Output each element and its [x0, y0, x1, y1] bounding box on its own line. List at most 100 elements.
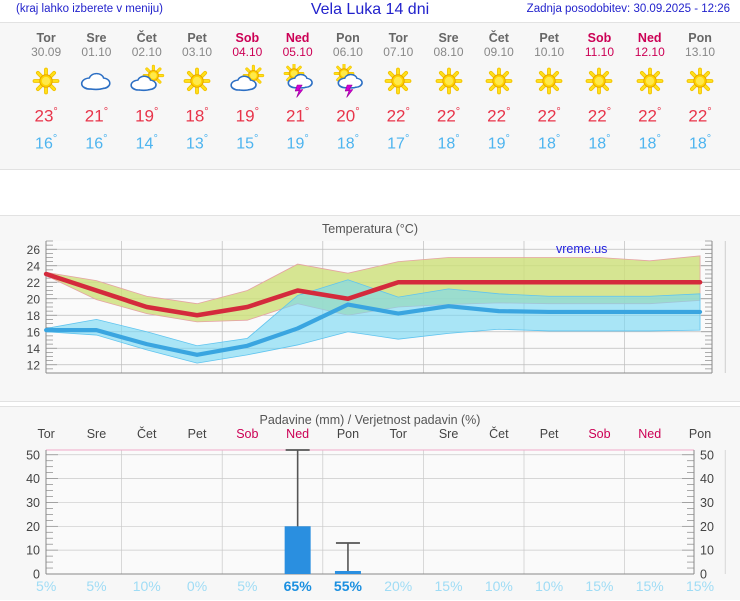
sun-storm-icon	[333, 64, 363, 98]
precip-day-label: Ned	[638, 427, 662, 441]
precip-day-label: Sre	[86, 427, 107, 441]
svg-text:30: 30	[26, 496, 40, 510]
sun-icon	[586, 67, 613, 95]
precip-probability-label: 15%	[434, 578, 463, 594]
watermark-label: vreme.us	[556, 242, 608, 256]
min-temperature: 18°	[638, 132, 661, 152]
forecast-day-column[interactable]: Čet 09.10 22° 19°	[474, 23, 524, 171]
min-temperature: 18°	[538, 132, 561, 152]
precipitation-chart-title: Padavine (mm) / Verjetnost padavin (%)	[259, 413, 481, 427]
day-date: 07.10	[383, 45, 414, 59]
weather-icon-wrap	[474, 61, 524, 101]
forecast-day-column[interactable]: Tor 07.10 22° 17°	[373, 23, 423, 171]
precip-day-label: Tor	[389, 427, 407, 441]
weather-icon-wrap	[273, 61, 323, 101]
precip-probability-label: 15%	[686, 578, 715, 594]
weather-icon-wrap	[524, 61, 574, 101]
precip-probability-label: 5%	[36, 578, 57, 594]
day-name: Pon	[336, 31, 360, 45]
day-name: Čet	[488, 31, 509, 45]
max-temperature: 21°	[285, 106, 310, 126]
precip-probability-label: 5%	[237, 578, 258, 594]
precip-probability-label: 15%	[635, 578, 664, 594]
day-name: Sob	[587, 31, 612, 45]
page-title: Vela Luka 14 dni	[310, 1, 430, 18]
day-date: 30.09	[31, 45, 62, 59]
forecast-day-column[interactable]: Čet 02.10 19° 14°	[122, 23, 172, 171]
svg-text:16: 16	[27, 325, 41, 339]
forecast-day-column[interactable]: Ned 12.10 22° 18°	[625, 23, 675, 171]
sun-icon	[485, 67, 513, 95]
day-date: 10.10	[534, 45, 565, 59]
sun-icon	[435, 67, 462, 95]
forecast-day-column[interactable]: Pet 10.10 22° 18°	[524, 23, 574, 171]
weather-icon-wrap	[423, 61, 473, 101]
max-temperature: 22°	[487, 106, 511, 126]
forecast-day-column[interactable]: Pon 06.10 20° 18°	[323, 23, 373, 171]
sun-cloud-icon	[130, 64, 164, 92]
min-temperature: 18°	[336, 132, 360, 152]
max-temperature: 20°	[336, 106, 360, 126]
svg-text:26: 26	[27, 243, 41, 257]
svg-text:50: 50	[700, 448, 714, 462]
svg-text:20: 20	[26, 520, 40, 534]
sun-icon	[384, 67, 412, 95]
precipitation-chart-panel: Padavine (mm) / Verjetnost padavin (%) 0…	[0, 406, 740, 600]
weather-icon-wrap	[122, 61, 172, 101]
max-temperature: 21°	[84, 106, 109, 126]
cloud-icon	[81, 72, 112, 91]
day-date: 12.10	[634, 45, 665, 59]
sun-icon	[535, 67, 563, 95]
precip-probability-label: 10%	[484, 578, 513, 594]
svg-text:20: 20	[700, 520, 714, 534]
precip-probability-label: 65%	[283, 578, 312, 594]
min-temperature: 18°	[437, 132, 460, 152]
temperature-chart-panel: Temperatura (°C) 12 14 16 18 20 22 24 26	[0, 215, 740, 402]
day-name: Ned	[637, 31, 662, 45]
sun-cloud-icon	[230, 64, 265, 92]
precip-probability-label: 55%	[333, 578, 362, 594]
max-temperature: 22°	[587, 106, 612, 126]
forecast-day-column[interactable]: Sre 01.10 21° 16°	[71, 23, 121, 171]
sun-storm-icon	[283, 64, 313, 98]
min-temperature: 16°	[85, 132, 108, 152]
day-date: 04.10	[232, 45, 263, 59]
day-date: 02.10	[131, 45, 162, 59]
min-temperature: 19°	[286, 132, 309, 152]
min-temperature: 19°	[487, 132, 510, 152]
day-date: 11.10	[584, 45, 615, 59]
forecast-day-strip: Tor 30.09 23° 16° Sre 01.10 21° 16° Čet 02.10 19…	[0, 22, 740, 170]
precip-day-label: Čet	[489, 427, 509, 441]
precip-day-label: Pet	[539, 427, 559, 441]
forecast-day-column[interactable]: Ned 05.10 21° 19°	[273, 23, 323, 171]
weather-icon-wrap	[373, 61, 423, 101]
svg-text:10: 10	[700, 544, 714, 558]
forecast-day-column[interactable]: Sob 04.10 19° 15°	[222, 23, 272, 171]
precip-day-label: Čet	[137, 427, 157, 441]
max-temperature: 18°	[185, 106, 209, 126]
day-name: Tor	[36, 31, 56, 45]
weather-icon-wrap	[675, 61, 725, 101]
svg-text:24: 24	[27, 259, 41, 273]
precip-day-label: Pet	[187, 427, 207, 441]
svg-text:12: 12	[27, 358, 41, 372]
forecast-day-column[interactable]: Sob 11.10 22° 18°	[574, 23, 624, 171]
forecast-day-column[interactable]: Pon 13.10 22° 18°	[675, 23, 725, 171]
forecast-day-column[interactable]: Pet 03.10 18° 13°	[172, 23, 222, 171]
last-updated-text: Zadnja posodobitev: 30.09.2025 - 12:26	[526, 3, 730, 15]
min-temperature: 18°	[688, 132, 712, 152]
day-name: Pet	[187, 31, 207, 45]
precipitation-plot: 0 0 10 10 20 20 30 30 40 40 50 50	[26, 448, 726, 582]
min-temperature: 17°	[387, 132, 410, 152]
forecast-day-column[interactable]: Sre 08.10 22° 18°	[423, 23, 473, 171]
day-name: Pet	[539, 31, 559, 45]
max-temperature: 22°	[688, 106, 712, 126]
day-name: Pon	[688, 31, 712, 45]
day-name: Sre	[86, 31, 107, 45]
max-temperature: 22°	[638, 106, 662, 126]
top-bar: (kraj lahko izberete v meniju) Vela Luka…	[0, 0, 740, 22]
min-temperature: 13°	[185, 132, 209, 152]
temperature-plot: 12 14 16 18 20 22 24 26	[27, 240, 726, 374]
svg-text:0: 0	[33, 568, 40, 582]
forecast-day-column[interactable]: Tor 30.09 23° 16°	[21, 23, 71, 171]
